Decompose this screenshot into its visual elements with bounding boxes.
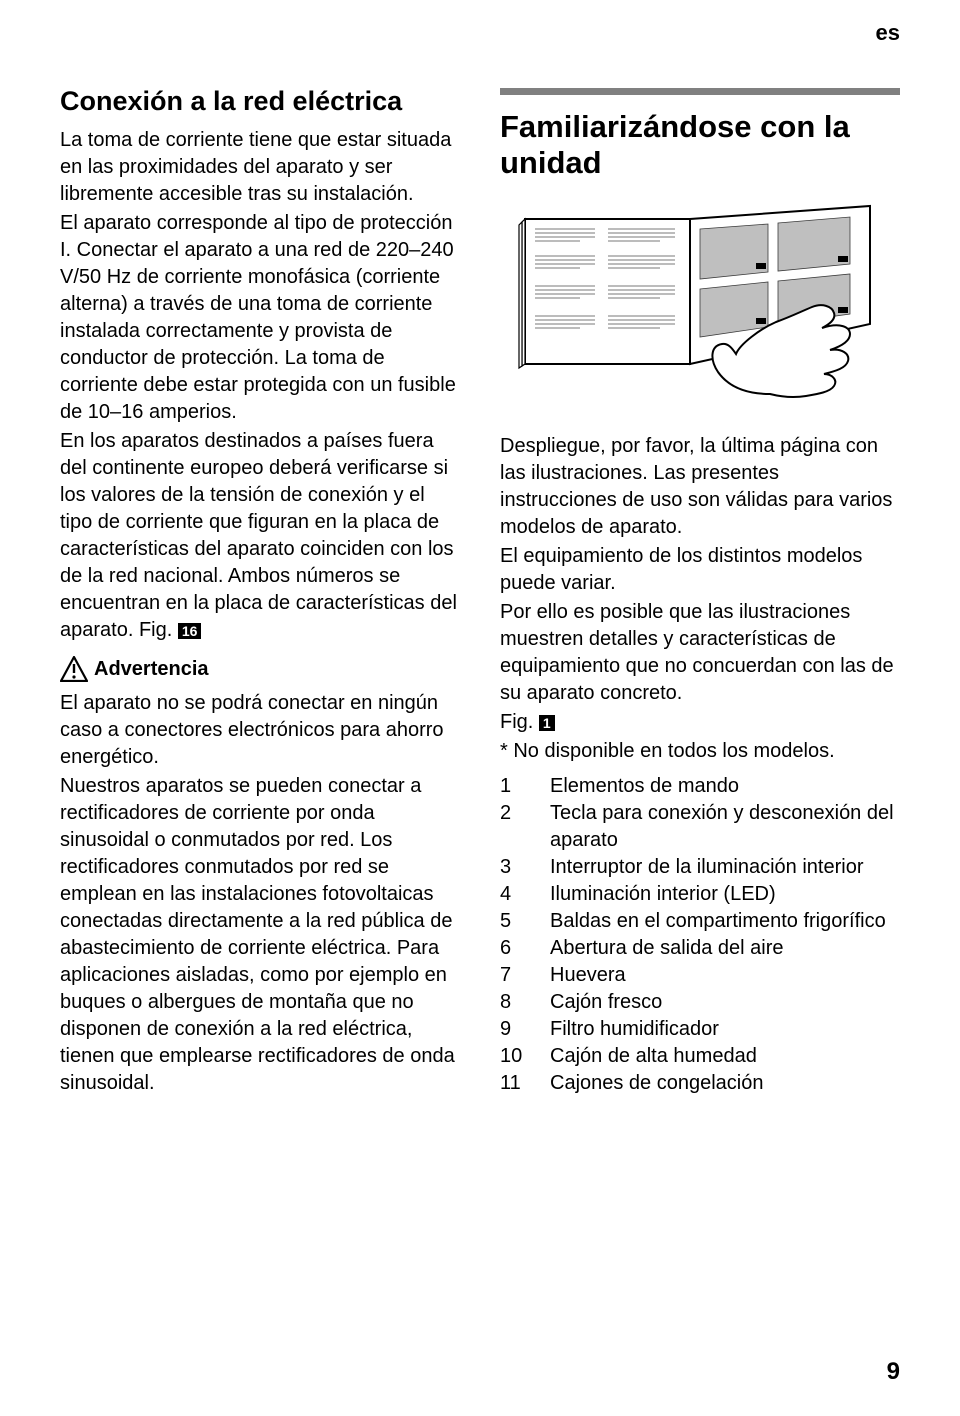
item-desc: Filtro humidificador bbox=[550, 1016, 900, 1043]
list-item: 11 Cajones de congelación bbox=[500, 1070, 900, 1097]
item-desc: Abertura de salida del aire bbox=[550, 935, 900, 962]
right-column: Familiarizándose con la unidad bbox=[500, 85, 900, 1099]
list-item: 5 Baldas en el compartimento frigorífico bbox=[500, 908, 900, 935]
section-heading-familiarize: Familiarizándose con la unidad bbox=[500, 109, 900, 180]
list-item: 6 Abertura de salida del aire bbox=[500, 935, 900, 962]
paragraph: Por ello es posible que las ilustracione… bbox=[500, 599, 900, 707]
footnote: * No disponible en todos los modelos. bbox=[500, 738, 900, 765]
parts-list: 1 Elementos de mando 2 Tecla para conexi… bbox=[500, 773, 900, 1097]
paragraph: En los aparatos destinados a países fuer… bbox=[60, 428, 460, 644]
item-desc: Cajón de alta humedad bbox=[550, 1043, 900, 1070]
item-desc: Huevera bbox=[550, 962, 900, 989]
item-number: 9 bbox=[500, 1016, 550, 1043]
section-heading-electrical: Conexión a la red eléctrica bbox=[60, 85, 460, 117]
list-item: 1 Elementos de mando bbox=[500, 773, 900, 800]
item-number: 5 bbox=[500, 908, 550, 935]
item-number: 1 bbox=[500, 773, 550, 800]
item-number: 2 bbox=[500, 800, 550, 854]
list-item: 4 Iluminación interior (LED) bbox=[500, 881, 900, 908]
list-item: 3 Interruptor de la iluminación interior bbox=[500, 854, 900, 881]
item-number: 11 bbox=[500, 1070, 550, 1097]
item-desc: Baldas en el compartimento frigorífico bbox=[550, 908, 900, 935]
item-desc: Cajones de congelación bbox=[550, 1070, 900, 1097]
item-number: 4 bbox=[500, 881, 550, 908]
manual-illustration bbox=[500, 194, 900, 419]
figure-reference: Fig. 1 bbox=[500, 709, 900, 736]
list-item: 2 Tecla para conexión y desconexión del … bbox=[500, 800, 900, 854]
item-desc: Interruptor de la iluminación interior bbox=[550, 854, 900, 881]
page-number: 9 bbox=[887, 1358, 900, 1386]
warning-triangle-icon bbox=[60, 656, 88, 682]
list-item: 8 Cajón fresco bbox=[500, 989, 900, 1016]
list-item: 9 Filtro humidificador bbox=[500, 1016, 900, 1043]
figure-number-badge: 16 bbox=[178, 623, 202, 639]
item-desc: Iluminación interior (LED) bbox=[550, 881, 900, 908]
paragraph: El equipamiento de los distintos modelos… bbox=[500, 543, 900, 597]
paragraph: El aparato no se podrá conectar en ningú… bbox=[60, 690, 460, 771]
list-item: 7 Huevera bbox=[500, 962, 900, 989]
language-code: es bbox=[876, 20, 900, 46]
left-column: Conexión a la red eléctrica La toma de c… bbox=[60, 85, 460, 1099]
paragraph: El aparato corresponde al tipo de protec… bbox=[60, 210, 460, 426]
item-desc: Elementos de mando bbox=[550, 773, 900, 800]
item-number: 10 bbox=[500, 1043, 550, 1070]
paragraph-text: En los aparatos destinados a países fuer… bbox=[60, 430, 457, 641]
item-number: 7 bbox=[500, 962, 550, 989]
item-number: 8 bbox=[500, 989, 550, 1016]
item-desc: Cajón fresco bbox=[550, 989, 900, 1016]
warning-label: Advertencia bbox=[94, 658, 209, 681]
paragraph: Nuestros aparatos se pueden conectar a r… bbox=[60, 773, 460, 1097]
item-number: 6 bbox=[500, 935, 550, 962]
figure-label: Fig. bbox=[500, 711, 539, 733]
figure-number-badge: 1 bbox=[539, 715, 555, 731]
list-item: 10 Cajón de alta humedad bbox=[500, 1043, 900, 1070]
paragraph: Despliegue, por favor, la última página … bbox=[500, 433, 900, 541]
item-number: 3 bbox=[500, 854, 550, 881]
two-column-layout: Conexión a la red eléctrica La toma de c… bbox=[60, 85, 900, 1099]
warning-header: Advertencia bbox=[60, 656, 460, 682]
item-desc: Tecla para conexión y desconexión del ap… bbox=[550, 800, 900, 854]
paragraph: La toma de corriente tiene que estar sit… bbox=[60, 127, 460, 208]
section-divider bbox=[500, 88, 900, 95]
